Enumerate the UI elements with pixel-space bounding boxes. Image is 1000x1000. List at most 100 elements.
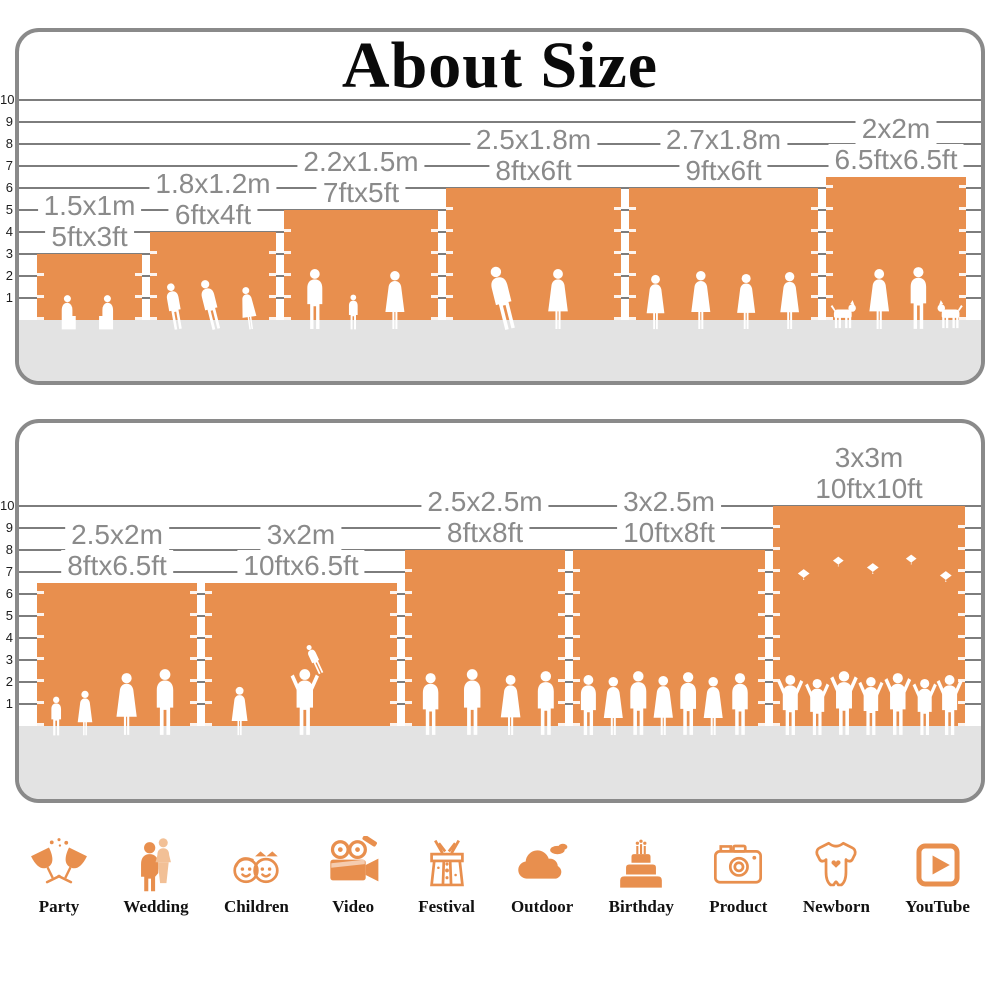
y-axis-tick-7: 7 <box>5 564 13 579</box>
gridline <box>19 143 981 146</box>
size-block-7ftx5ft <box>284 210 438 330</box>
size-label-meters: 1.8x1.2m <box>149 168 277 199</box>
category-birthday: Birthday <box>609 836 674 917</box>
category-party: Party <box>30 836 88 917</box>
size-panel-large-sizes: 2.5x2m 8ftx6.5ft 3x2m 10ftx6.5ft 2.5x2.5m 8ft… <box>0 419 1000 803</box>
y-axis-tick-1: 1 <box>5 290 13 305</box>
size-block-9ftx6ft <box>629 188 818 330</box>
silhouette-scene-group-standing <box>580 671 748 735</box>
size-block-10ftx6.5ft <box>205 583 397 736</box>
silhouette-scene-dancing-women <box>646 271 799 330</box>
category-label: Product <box>709 897 768 916</box>
category-label: Newborn <box>802 897 870 916</box>
y-axis-tick-3: 3 <box>5 246 13 261</box>
y-axis-tick-10: 10 <box>0 498 15 513</box>
y-axis-tick-1: 1 <box>5 696 13 711</box>
category-label: Video <box>332 897 375 916</box>
y-axis-tick-4: 4 <box>5 630 13 645</box>
size-label-meters: 2x2m <box>855 113 937 144</box>
y-axis-tick-9: 9 <box>5 114 13 129</box>
y-axis-tick-10: 10 <box>0 92 15 107</box>
video-icon <box>330 836 379 882</box>
size-block-5ftx3ft <box>37 254 142 330</box>
panel-frame-1: About Size 1.5x1m 5ftx3ft 1.8x1.2m 6ftx4ft 2… <box>15 28 985 385</box>
size-label: 3x2.5m 10ftx8ft <box>617 486 721 548</box>
size-label-feet: 6ftx4ft <box>168 199 258 230</box>
size-label-meters: 3x2.5m <box>617 486 721 517</box>
y-axis-tick-9: 9 <box>5 520 13 535</box>
silhouette-scene-family-playing <box>231 644 324 736</box>
size-label-feet: 5ftx3ft <box>45 221 134 252</box>
category-outdoor: Outdoor <box>511 836 573 917</box>
category-youtube: YouTube <box>905 836 970 917</box>
category-video: Video <box>324 836 382 917</box>
silhouette-scene-adults-standing <box>422 669 554 735</box>
category-children: Children <box>224 836 289 917</box>
y-axis-tick-2: 2 <box>5 674 13 689</box>
size-label: 1.8x1.2m 6ftx4ft <box>149 168 277 230</box>
panel-frame-2: 2.5x2m 8ftx6.5ft 3x2m 10ftx6.5ft 2.5x2.5m 8ft… <box>15 419 985 803</box>
y-axis-tick-3: 3 <box>5 652 13 667</box>
newborn-icon <box>815 841 857 887</box>
category-product: Product <box>709 836 767 917</box>
y-axis-tick-8: 8 <box>5 136 13 151</box>
page-title: About Size <box>341 29 659 102</box>
size-block-6ftx4ft <box>150 232 276 330</box>
size-label-feet: 8ftx6.5ft <box>61 550 173 581</box>
y-axis-tick-4: 4 <box>5 224 13 239</box>
size-label-feet: 10ftx8ft <box>617 517 721 548</box>
size-label-feet: 9ftx6ft <box>679 155 768 186</box>
category-label: Festival <box>418 897 475 916</box>
gridline <box>19 121 981 124</box>
size-label-meters: 2.7x1.8m <box>659 124 788 155</box>
size-block-6.5ftx6.5ft <box>826 177 966 329</box>
size-label: 2.2x1.5m 7ftx5ft <box>297 146 425 208</box>
gridline <box>19 99 981 102</box>
size-label-meters: 2.5x1.8m <box>469 124 598 155</box>
size-block-8ftx6.5ft <box>37 583 197 736</box>
size-block-10ftx10ft <box>773 506 965 736</box>
product-icon <box>714 844 763 884</box>
wedding-icon <box>141 838 171 892</box>
size-label: 2.5x1.8m 8ftx6ft <box>469 124 598 186</box>
y-axis-tick-7: 7 <box>5 158 13 173</box>
silhouette-scene-graduation-crowd <box>777 554 963 736</box>
size-label-feet: 8ftx6ft <box>489 155 578 186</box>
size-block-8ftx6ft <box>446 188 621 330</box>
category-newborn: Newborn <box>803 836 870 917</box>
y-axis-tick-6: 6 <box>5 180 13 195</box>
y-axis-tick-6: 6 <box>5 586 13 601</box>
category-row: Party Wedding Children Video Festival Outdoor… <box>0 836 1000 917</box>
size-label: 1.5x1m 5ftx3ft <box>37 190 142 252</box>
size-label: 2.7x1.8m 9ftx6ft <box>659 124 788 186</box>
category-label: Outdoor <box>510 897 574 916</box>
size-label-feet: 7ftx5ft <box>316 177 406 208</box>
floor-strip <box>19 320 981 381</box>
size-label-feet: 8ftx8ft <box>440 517 530 548</box>
y-axis-tick-5: 5 <box>5 608 13 623</box>
size-label: 2.5x2.5m 8ftx8ft <box>421 486 549 548</box>
y-axis-tick-8: 8 <box>5 542 13 557</box>
birthday-icon <box>620 839 663 888</box>
size-label-feet: 6.5ftx6.5ft <box>828 144 964 175</box>
size-label-feet: 10ftx10ft <box>809 473 929 504</box>
size-block-10ftx8ft <box>573 550 765 735</box>
size-label-meters: 1.5x1m <box>37 190 142 221</box>
category-label: Children <box>223 897 289 916</box>
category-wedding: Wedding <box>123 836 189 917</box>
size-label-meters: 2.5x2m <box>65 519 169 550</box>
size-label-meters: 3x2m <box>260 519 342 550</box>
silhouette-scene-family-walking <box>307 269 405 330</box>
party-icon <box>31 838 87 884</box>
size-panel-small-sizes: About Size 1.5x1m 5ftx3ft 1.8x1.2m 6ftx4ft 2… <box>0 28 1000 385</box>
silhouette-scene-children-running <box>166 280 257 330</box>
size-label-meters: 2.5x2.5m <box>421 486 549 517</box>
size-label-feet: 10ftx6.5ft <box>237 550 365 581</box>
silhouette-scene-children-reading <box>61 295 114 330</box>
outdoor-icon <box>518 843 568 879</box>
size-label-meters: 3x3m <box>828 442 910 473</box>
size-block-8ftx8ft <box>405 550 565 735</box>
size-label: 3x3m 10ftx10ft <box>809 442 929 504</box>
category-label: Wedding <box>123 897 189 916</box>
